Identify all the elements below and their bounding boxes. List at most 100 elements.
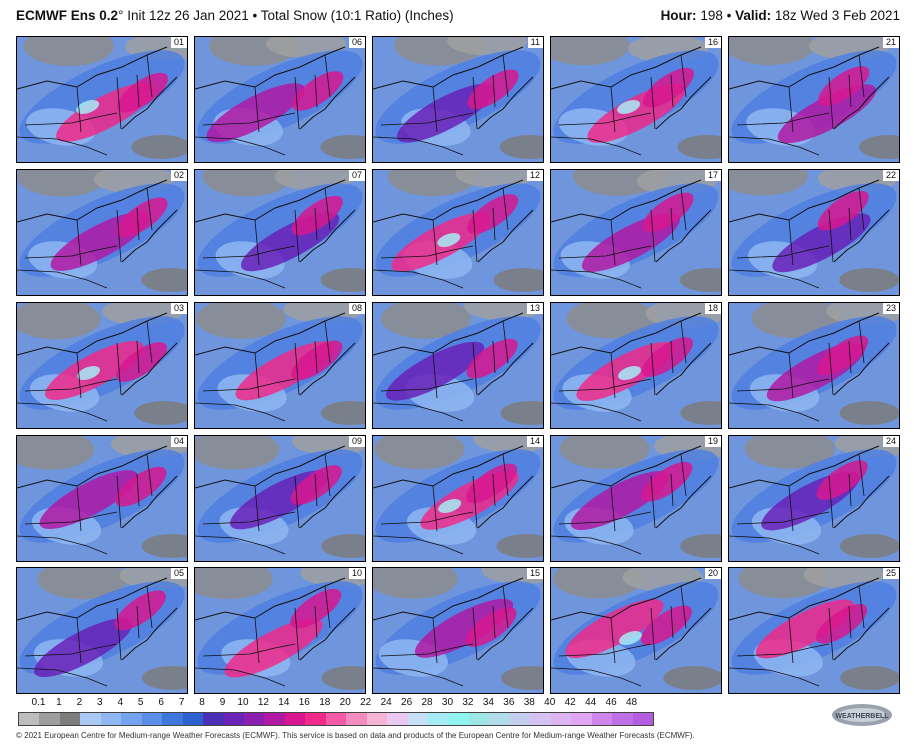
title-bullet: • [252, 8, 258, 23]
member-number-label: 21 [882, 37, 899, 48]
snowfall-map-22 [729, 170, 899, 295]
snowfall-map-06 [195, 37, 365, 162]
snowfall-map-18 [551, 303, 721, 428]
snowfall-map-05 [17, 568, 187, 693]
snowfall-map-09 [195, 436, 365, 561]
snowfall-map-07 [195, 170, 365, 295]
member-number-label: 08 [348, 303, 365, 314]
member-panel-03: 03 [16, 302, 188, 429]
scale-tick-label: 8 [199, 697, 205, 708]
map-title: ECMWF Ens 0.2° Init 12z 26 Jan 2021 • To… [16, 8, 454, 23]
member-number-label: 15 [526, 568, 543, 579]
snowfall-map-19 [551, 436, 721, 561]
scale-swatch [632, 713, 654, 725]
scale-swatch [550, 713, 572, 725]
scale-tick-label: 10 [237, 697, 249, 708]
snowfall-map-11 [373, 37, 543, 162]
scale-tick-label: 22 [360, 697, 372, 708]
scale-swatch [489, 713, 510, 725]
snowfall-map-01 [17, 37, 187, 162]
snowfall-map-20 [551, 568, 721, 693]
scale-tick-label: 6 [158, 697, 164, 708]
member-panel-04: 04 [16, 435, 188, 562]
member-panel-10: 10 [194, 567, 366, 694]
scale-swatch [39, 713, 60, 725]
scale-tick-label: 7 [178, 697, 185, 708]
scale-tick-label: 0.1 [31, 697, 46, 708]
member-number-label: 23 [882, 303, 899, 314]
product-name: Total Snow (10:1 Ratio) (Inches) [260, 8, 454, 23]
scale-swatch [387, 713, 408, 725]
scale-tick-label: 48 [625, 697, 638, 708]
member-number-label: 22 [882, 170, 899, 181]
member-number-label: 06 [348, 37, 365, 48]
scale-tick-label: 5 [137, 697, 144, 708]
member-number-label: 24 [882, 436, 899, 447]
member-number-label: 02 [170, 170, 187, 181]
scale-swatch [59, 713, 81, 725]
svg-text:WEATHERBELL: WEATHERBELL [835, 713, 889, 720]
copyright-footer: © 2021 European Centre for Medium-range … [16, 731, 695, 740]
member-panel-22: 22 [728, 169, 900, 296]
member-number-label: 05 [170, 568, 187, 579]
scale-tick-label: 14 [278, 697, 290, 708]
scale-swatch [284, 713, 306, 725]
scale-swatch [366, 713, 388, 725]
scale-swatch [223, 713, 244, 725]
hour-value: 198 [700, 8, 723, 23]
member-panel-01: 01 [16, 36, 188, 163]
scale-tick-label: 24 [380, 697, 392, 708]
member-number-label: 14 [526, 436, 543, 447]
snowfall-map-25 [729, 568, 899, 693]
scale-swatch [346, 713, 367, 725]
snow-color-scale [18, 712, 654, 726]
member-number-label: 25 [882, 568, 899, 579]
member-panel-07: 07 [194, 169, 366, 296]
snowfall-map-14 [373, 436, 543, 561]
member-panel-15: 15 [372, 567, 544, 694]
member-number-label: 17 [704, 170, 721, 181]
scale-swatch [468, 713, 490, 725]
member-number-label: 19 [704, 436, 721, 447]
scale-swatch [141, 713, 163, 725]
scale-swatch [591, 713, 613, 725]
weatherbell-logo: WEATHERBELL [830, 702, 894, 728]
member-number-label: 03 [170, 303, 187, 314]
member-number-label: 09 [348, 436, 365, 447]
scale-swatch [305, 713, 326, 725]
member-panel-20: 20 [550, 567, 722, 694]
scale-tick-label: 4 [117, 697, 124, 708]
valid-label: Valid: [735, 8, 772, 23]
snowfall-map-08 [195, 303, 365, 428]
scale-swatch [264, 713, 285, 725]
snowfall-map-12 [373, 170, 543, 295]
scale-tick-label: 16 [298, 697, 310, 708]
snowfall-map-03 [17, 303, 187, 428]
scale-swatch [530, 713, 551, 725]
snowfall-map-23 [729, 303, 899, 428]
scale-tick-label: 1 [56, 697, 62, 708]
snowfall-map-13 [373, 303, 543, 428]
scale-swatch [407, 713, 429, 725]
scale-tick-label: 42 [564, 697, 576, 708]
scale-swatch [448, 713, 469, 725]
scale-tick-label: 40 [544, 697, 556, 708]
legend-tick-labels: 0.1 1 2 3 4 5 6 7 8 9 10 12 14 16 18 20 22 24 26 28 30 32 34 36… [18, 697, 652, 711]
scale-tick-label: 28 [421, 697, 433, 708]
scale-swatch [121, 713, 142, 725]
valid-bullet: • [726, 8, 732, 23]
scale-tick-label: 9 [219, 697, 226, 708]
scale-tick-label: 36 [503, 697, 515, 708]
scale-tick-label: 18 [319, 697, 331, 708]
member-panel-18: 18 [550, 302, 722, 429]
scale-swatch [571, 713, 592, 725]
member-panel-14: 14 [372, 435, 544, 562]
scale-swatch [509, 713, 531, 725]
scale-swatch [100, 713, 122, 725]
member-panel-05: 05 [16, 567, 188, 694]
scale-tick-label: 20 [339, 697, 351, 708]
member-panel-13: 13 [372, 302, 544, 429]
valid-value: 18z Wed 3 Feb 2021 [774, 8, 900, 23]
model-name: ECMWF Ens 0.2 [16, 8, 119, 23]
snowfall-map-17 [551, 170, 721, 295]
